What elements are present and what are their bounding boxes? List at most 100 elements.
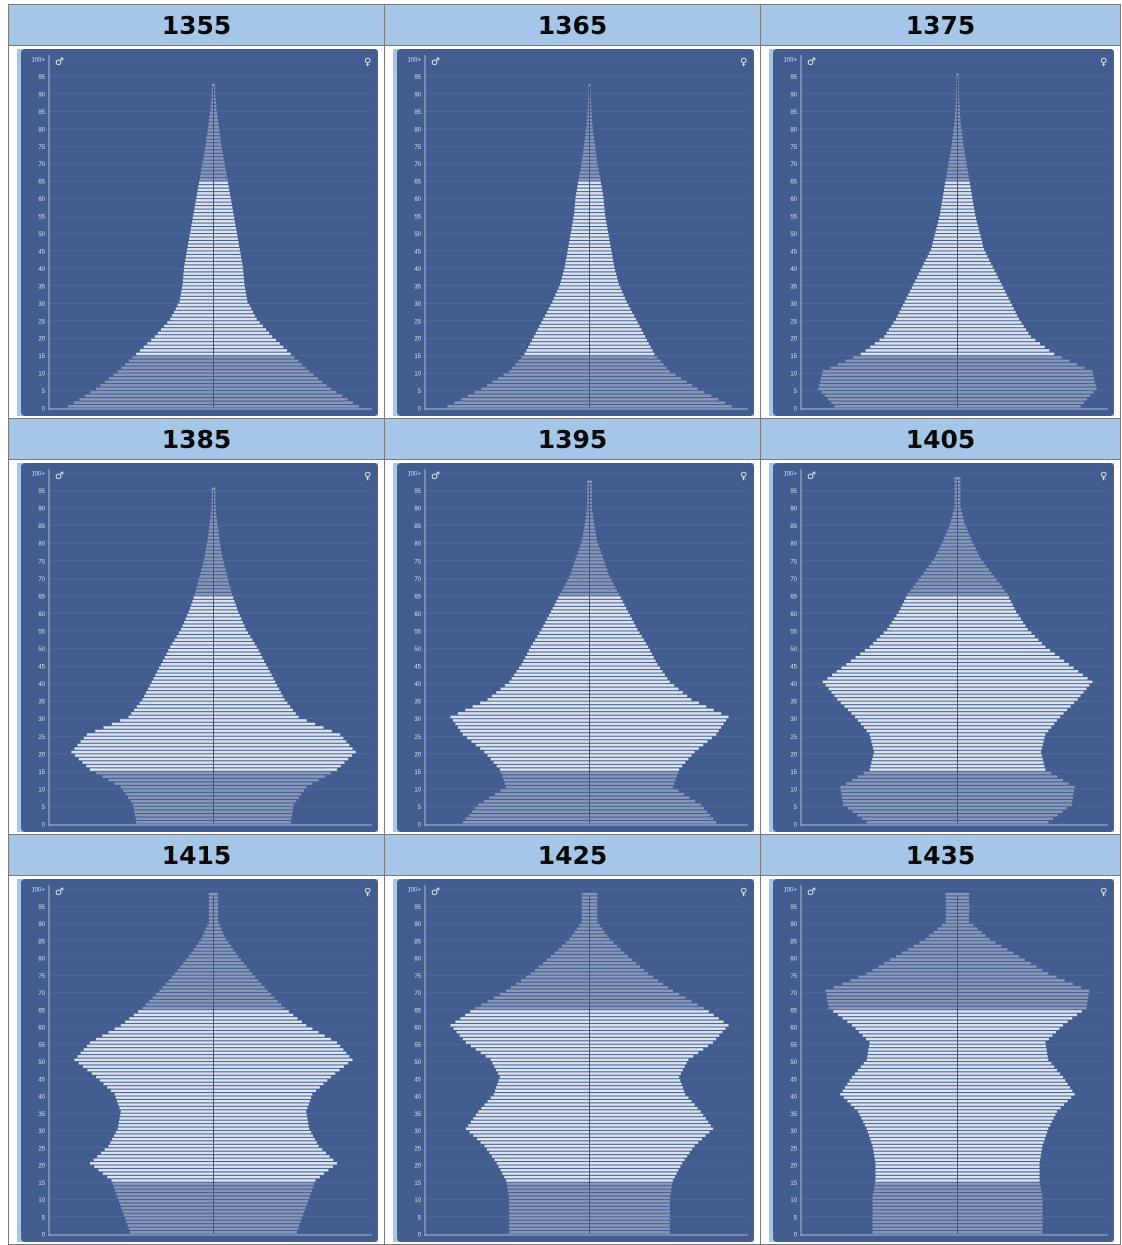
male-bar	[500, 1168, 590, 1172]
male-bar	[941, 543, 958, 547]
male-bar	[118, 1120, 214, 1124]
male-bar	[159, 666, 214, 670]
male-bar	[541, 321, 590, 324]
male-bar	[573, 216, 590, 220]
age-tick-label: 5	[794, 389, 798, 395]
female-bar	[589, 596, 621, 599]
male-bar	[480, 701, 590, 705]
female-bar	[589, 1099, 692, 1103]
male-bar	[574, 561, 590, 564]
male-bar	[948, 526, 958, 529]
age-tick-label: 45	[414, 249, 421, 255]
age-tick-label: 35	[790, 284, 797, 290]
female-bar	[957, 934, 986, 937]
female-bar	[213, 698, 285, 701]
female-bar	[213, 1117, 308, 1120]
female-bar	[957, 596, 1010, 599]
female-bar	[957, 547, 976, 550]
male-bar	[211, 87, 214, 90]
female-bar	[213, 817, 292, 820]
male-bar	[571, 227, 590, 230]
age-tick-label: 80	[790, 542, 797, 548]
male-bar	[942, 199, 958, 202]
male-bar	[135, 817, 214, 820]
female-bar	[213, 982, 262, 986]
female-bar	[957, 1051, 1048, 1055]
female-bar	[589, 1041, 714, 1044]
male-bar	[489, 796, 590, 799]
age-tick-label: 10	[790, 372, 797, 378]
female-bar	[589, 1034, 720, 1037]
male-bar	[894, 617, 958, 620]
male-bar	[184, 620, 214, 624]
female-bar	[213, 761, 345, 764]
age-tick-label: 0	[42, 823, 46, 829]
male-bar	[869, 1041, 958, 1044]
male-bar	[87, 1068, 214, 1072]
male-bar	[497, 1082, 590, 1086]
pyramid-chart: 100+ 95 90 85 80 75 70 65 60 55 50 45 40 35 30 25 20 15 10…	[21, 879, 378, 1242]
female-bar	[213, 536, 220, 540]
male-bar	[459, 1034, 590, 1037]
female-bar	[589, 1134, 706, 1137]
male-bar	[125, 363, 214, 366]
male-bar	[841, 792, 958, 796]
female-bar	[589, 1103, 695, 1106]
female-bar	[589, 522, 595, 526]
male-bar	[931, 247, 958, 251]
female-bar	[213, 310, 254, 314]
female-bar	[213, 328, 267, 331]
female-bar	[589, 1051, 699, 1055]
male-bar	[484, 750, 590, 754]
male-bar	[96, 771, 214, 775]
male-bar	[82, 761, 214, 764]
female-bar	[589, 1175, 675, 1179]
male-bar	[567, 578, 590, 582]
age-tick-label: 40	[790, 267, 797, 273]
male-bar	[168, 979, 214, 982]
male-bar	[577, 185, 590, 188]
male-bar	[108, 1030, 214, 1034]
male-bar	[207, 129, 214, 132]
female-bar	[589, 1179, 673, 1182]
male-bar	[149, 999, 214, 1003]
female-bar	[213, 349, 288, 352]
age-tick-label: 10	[38, 1198, 45, 1204]
female-bar	[589, 1089, 685, 1093]
female-bar	[957, 927, 978, 930]
female-bar	[213, 638, 253, 641]
female-bar	[213, 910, 219, 913]
female-bar	[213, 1189, 312, 1193]
female-bar	[589, 996, 686, 999]
female-bar	[957, 663, 1069, 666]
female-bar	[589, 487, 592, 491]
female-bar	[589, 965, 641, 968]
female-bar	[213, 920, 219, 923]
female-bar	[213, 934, 225, 937]
female-bar	[589, 97, 591, 101]
male-bar	[208, 903, 214, 906]
male-bar	[569, 575, 590, 578]
age-tick-label: 35	[790, 1112, 797, 1118]
male-bar	[956, 83, 958, 87]
female-bar	[213, 401, 354, 405]
female-bar	[957, 251, 986, 254]
male-bar	[203, 561, 214, 564]
male-bar	[516, 670, 590, 673]
male-bar	[86, 1044, 214, 1048]
female-bar	[957, 282, 1002, 286]
female-bar	[957, 83, 959, 87]
age-tick-label: 10	[790, 1198, 797, 1204]
male-bar	[201, 937, 214, 941]
male-bar	[196, 195, 214, 199]
female-bar	[213, 300, 248, 303]
female-bar	[957, 300, 1011, 303]
female-bar	[957, 965, 1037, 968]
male-bar	[828, 1006, 958, 1010]
female-bar	[957, 571, 992, 575]
male-bar	[507, 1189, 590, 1193]
female-bar	[957, 345, 1045, 349]
female-bar	[213, 989, 268, 992]
female-bar	[589, 649, 651, 652]
female-bar	[957, 666, 1074, 670]
